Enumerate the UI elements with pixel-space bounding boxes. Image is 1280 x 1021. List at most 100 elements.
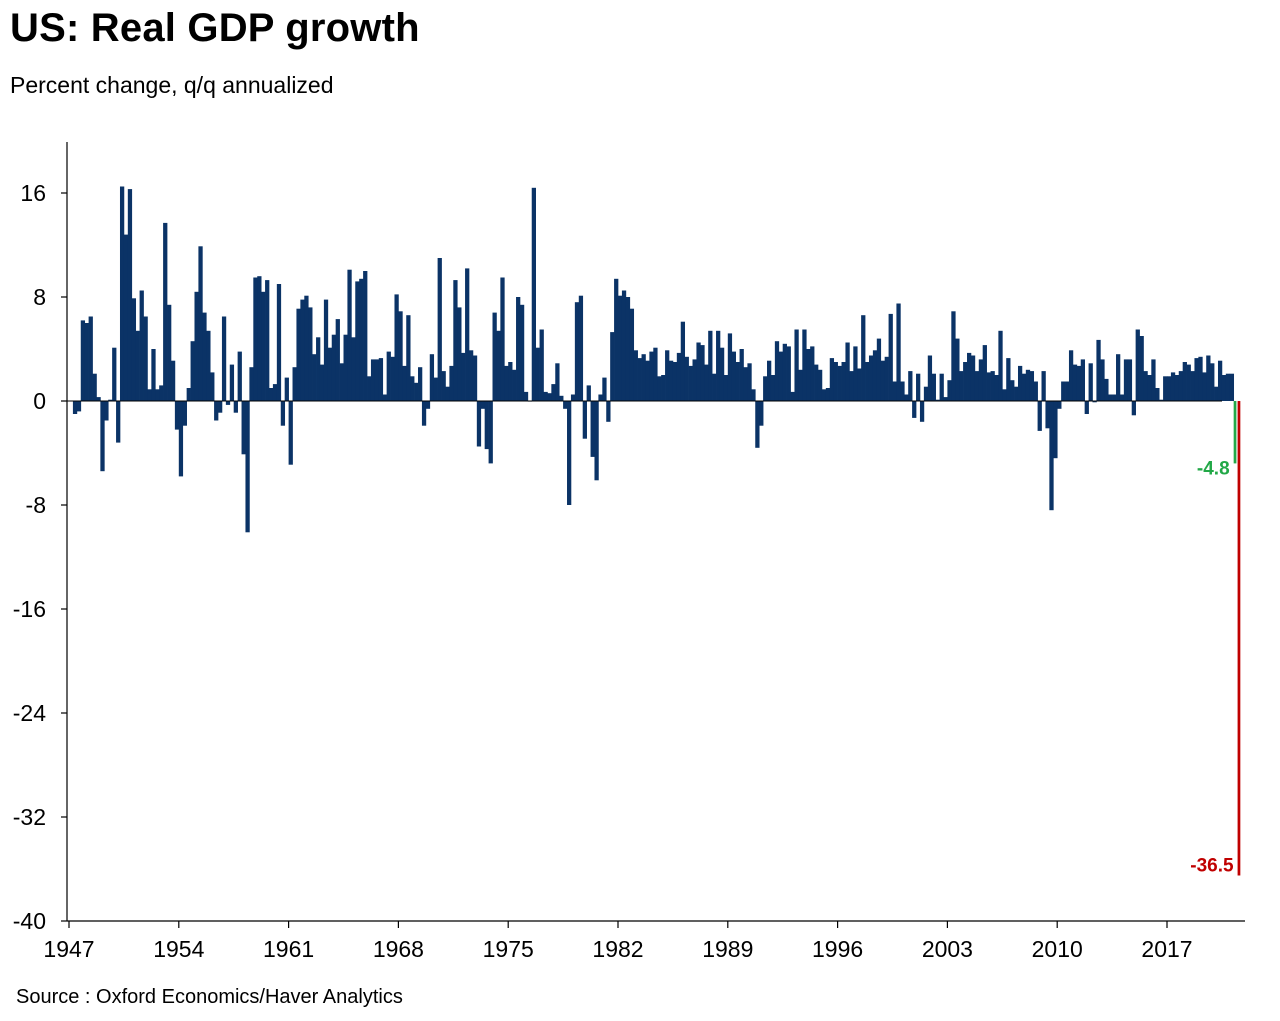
gdp-bar <box>390 356 395 401</box>
gdp-bar <box>402 365 407 401</box>
gdp-bar <box>872 350 878 401</box>
gdp-bar <box>1092 401 1097 403</box>
gdp-bar <box>304 295 309 401</box>
gdp-bar <box>131 298 137 401</box>
gdp-bar <box>441 371 446 401</box>
gdp-bar <box>1139 336 1144 401</box>
gdp-bar <box>163 222 168 401</box>
gdp-bar <box>453 280 458 401</box>
gdp-bar <box>1084 401 1089 414</box>
gdp-bar <box>1163 376 1168 401</box>
gdp-bar <box>1108 394 1113 401</box>
gdp-bar <box>143 316 148 401</box>
gdp-bar <box>1123 359 1129 401</box>
gdp-bar <box>653 347 658 401</box>
gdp-bar <box>316 337 321 401</box>
gdp-bar <box>837 365 842 401</box>
gdp-bar <box>496 330 501 401</box>
gdp-bar <box>951 311 956 401</box>
gdp-bar <box>151 349 156 401</box>
gdp-bar <box>1198 356 1203 401</box>
gdp-bar <box>688 365 693 401</box>
gdp-bar <box>582 401 587 439</box>
gdp-bar <box>970 355 976 401</box>
axes-group <box>61 142 1245 928</box>
gdp-bar <box>614 278 619 401</box>
gdp-bar <box>249 367 254 401</box>
chart-title: US: Real GDP growth <box>10 6 420 50</box>
gdp-bar <box>135 330 140 401</box>
gdp-bar <box>774 341 780 401</box>
gdp-bar <box>923 386 929 401</box>
gdp-bar <box>798 369 803 401</box>
y-tick-label: -40 <box>13 908 46 934</box>
gdp-bar <box>1225 373 1231 401</box>
gdp-bar <box>116 401 121 443</box>
gdp-bar <box>865 362 870 401</box>
gdp-bar <box>535 347 540 401</box>
gdp-bar <box>978 359 984 401</box>
gdp-bar <box>194 291 199 401</box>
gdp-bar <box>782 343 787 401</box>
bar-data-label: -4.8 <box>1197 458 1230 479</box>
gdp-bar <box>704 364 709 401</box>
gdp-bar <box>343 334 348 401</box>
gdp-bar <box>155 389 160 401</box>
gdp-bar <box>186 388 191 401</box>
gdp-bar <box>1049 401 1054 511</box>
gdp-bar <box>92 373 97 401</box>
gdp-bar <box>547 393 552 401</box>
gdp-bar <box>76 401 82 412</box>
gdp-bar <box>1053 401 1058 459</box>
gdp-bar <box>1025 369 1031 401</box>
gdp-bar <box>516 297 521 401</box>
gdp-bar <box>468 350 474 401</box>
gdp-bar <box>927 355 933 401</box>
gdp-bar <box>1127 359 1133 401</box>
gdp-bar <box>684 356 689 401</box>
gdp-bar <box>504 365 509 401</box>
gdp-bar <box>559 395 564 401</box>
gdp-bar <box>300 299 305 401</box>
gdp-bar <box>237 351 242 401</box>
gdp-bar <box>484 401 489 450</box>
gdp-bar <box>668 360 674 401</box>
gdp-bar <box>986 372 991 401</box>
gdp-bar <box>414 382 419 401</box>
gdp-bar <box>241 401 246 455</box>
gdp-bar <box>1021 373 1027 401</box>
gdp-bar <box>974 371 980 401</box>
gdp-bar <box>1116 354 1121 401</box>
y-tick-label: 0 <box>33 388 46 414</box>
y-tick-label: -32 <box>13 804 46 830</box>
gdp-bar <box>743 367 748 401</box>
gdp-bar <box>767 360 772 401</box>
gdp-bar <box>829 358 835 401</box>
gdp-bar <box>327 347 333 401</box>
gdp-bar <box>868 355 874 401</box>
gdp-bar <box>245 401 250 533</box>
gdp-bar <box>1061 381 1066 401</box>
gdp-bar <box>374 359 380 401</box>
gdp-bar <box>955 338 960 401</box>
gdp-bar <box>590 401 595 457</box>
gdp-bar <box>1072 364 1078 401</box>
x-tick-label: 2010 <box>1032 936 1083 962</box>
gdp-bar <box>174 401 180 430</box>
gdp-bar <box>657 376 662 401</box>
gdp-bar <box>500 277 505 401</box>
gdp-bar <box>916 373 921 401</box>
gdp-bar <box>551 384 556 401</box>
gdp-bar <box>261 291 266 401</box>
gdp-bar <box>676 352 682 401</box>
gdp-bar <box>959 371 964 401</box>
gdp-bar <box>323 299 329 401</box>
gdp-bar <box>347 269 352 401</box>
gdp-bar <box>649 351 654 401</box>
gdp-bar <box>202 312 207 401</box>
gdp-bar <box>833 362 838 401</box>
gdp-bar <box>621 290 627 401</box>
gdp-bar <box>296 308 301 401</box>
gdp-bar <box>692 359 697 401</box>
gdp-bar <box>1174 375 1180 401</box>
